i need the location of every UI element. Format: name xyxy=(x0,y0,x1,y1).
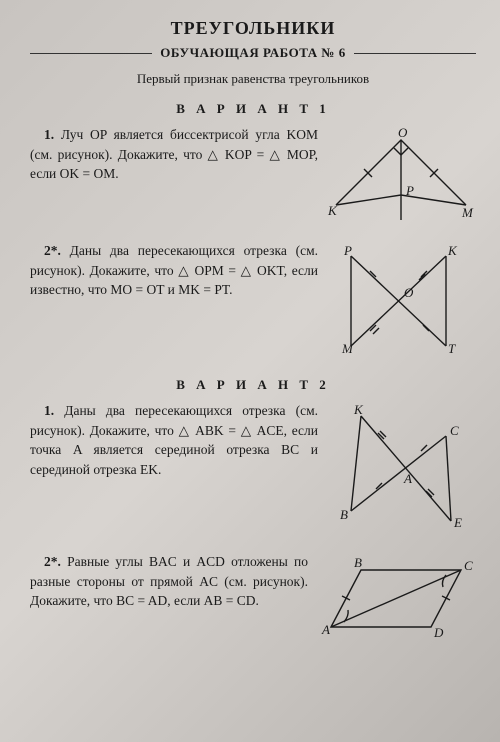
label-M: M xyxy=(341,341,354,356)
problem-2: 2*. Даны два пересекающихся отрезка (см.… xyxy=(30,241,476,361)
subtitle-row: ОБУЧАЮЩАЯ РАБОТА № 6 xyxy=(30,45,476,61)
problem-number: 2*. xyxy=(44,243,61,258)
label-O: O xyxy=(398,125,408,140)
label-M: M xyxy=(461,205,474,220)
problem-3-text: 1. Даны два пересекающихся отрезка (см. … xyxy=(30,401,318,479)
figure-1: O K M P xyxy=(326,125,476,225)
label-A: A xyxy=(403,471,412,486)
label-E: E xyxy=(453,515,462,530)
problem-2-text: 2*. Даны два пересекающихся отрезка (см.… xyxy=(30,241,318,300)
topic-title: Первый признак равенства треугольников xyxy=(30,71,476,87)
problem-body: Равные углы BAC и ACD отложены по разные… xyxy=(30,554,308,608)
variant-2-heading: В А Р И А Н Т 2 xyxy=(30,377,476,393)
problem-1: 1. Луч OP является биссектрисой угла KOM… xyxy=(30,125,476,225)
divider-right xyxy=(354,53,476,54)
label-C: C xyxy=(450,423,459,438)
label-K: K xyxy=(447,243,458,258)
problem-body: Луч OP является биссектрисой угла KOM (с… xyxy=(30,127,318,181)
problem-number: 1. xyxy=(44,127,54,142)
problem-body: Даны два пересекающихся отрезка (см. рис… xyxy=(30,243,318,297)
problem-number: 1. xyxy=(44,403,54,418)
problem-3: 1. Даны два пересекающихся отрезка (см. … xyxy=(30,401,476,536)
label-T: T xyxy=(448,341,456,356)
label-C: C xyxy=(464,558,473,573)
problem-number: 2*. xyxy=(44,554,61,569)
problem-1-text: 1. Луч OP является биссектрисой угла KOM… xyxy=(30,125,318,184)
label-B: B xyxy=(354,555,362,570)
figure-4: A B C D xyxy=(316,552,476,647)
divider-left xyxy=(30,53,152,54)
label-B: B xyxy=(340,507,348,522)
label-O: O xyxy=(404,285,414,300)
figure-3: K C B E A xyxy=(326,401,476,536)
label-K: K xyxy=(327,203,338,218)
label-D: D xyxy=(433,625,444,640)
figure-2: P K M T O xyxy=(326,241,476,361)
label-K: K xyxy=(353,402,364,417)
worksheet-page: ТРЕУГОЛЬНИКИ ОБУЧАЮЩАЯ РАБОТА № 6 Первый… xyxy=(0,0,500,673)
label-P: P xyxy=(405,183,414,198)
page-title: ТРЕУГОЛЬНИКИ xyxy=(30,18,476,39)
work-number: ОБУЧАЮЩАЯ РАБОТА № 6 xyxy=(152,45,353,61)
variant-1-heading: В А Р И А Н Т 1 xyxy=(30,101,476,117)
label-A: A xyxy=(321,622,330,637)
label-P: P xyxy=(343,243,352,258)
problem-4-text: 2*. Равные углы BAC и ACD отложены по ра… xyxy=(30,552,308,611)
problem-4: 2*. Равные углы BAC и ACD отложены по ра… xyxy=(30,552,476,647)
problem-body: Даны два пересекающихся отрезка (см. рис… xyxy=(30,403,318,477)
